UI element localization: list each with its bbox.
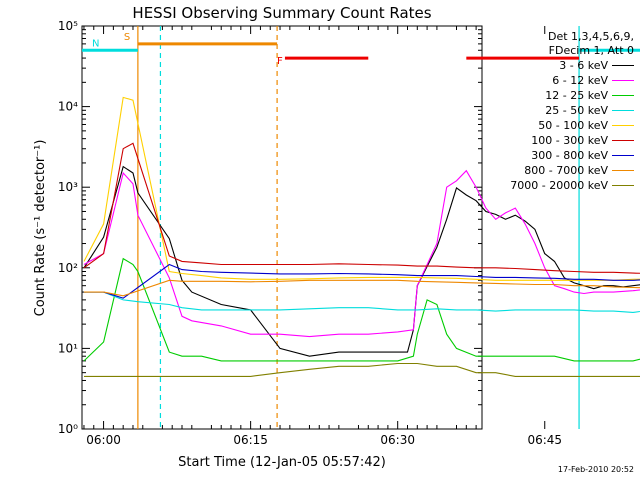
legend-label: 50 - 100 keV [538, 119, 608, 132]
series-line [83, 96, 640, 281]
y-tick-label: 10³ [58, 180, 78, 194]
legend-swatch [612, 155, 634, 156]
legend-entry: 25 - 50 keV [488, 103, 634, 118]
legend-swatch [612, 125, 634, 126]
y-tick-label: 10⁰ [58, 422, 78, 436]
flag-label: F [277, 56, 283, 67]
legend-swatch [612, 80, 634, 81]
series-line [84, 279, 640, 297]
legend-entry: 12 - 25 keV [488, 88, 634, 103]
y-tick-label: 10⁴ [58, 100, 78, 114]
legend-entry: 800 - 7000 keV [488, 163, 634, 178]
flag-label: N [92, 38, 99, 49]
legend-entry: 6 - 12 keV [488, 73, 634, 88]
series-line [83, 165, 640, 357]
series [83, 96, 640, 377]
legend-entries: 3 - 6 keV 6 - 12 keV 12 - 25 keV 25 - 50 ke… [488, 58, 634, 193]
legend-label: 100 - 300 keV [531, 134, 608, 147]
series-line [83, 142, 640, 274]
chart-title: HESSI Observing Summary Count Rates [132, 4, 431, 22]
legend: Det 1,3,4,5,6,9, FDecim 1, Att 0 3 - 6 k… [488, 30, 634, 193]
legend-label: 300 - 800 keV [531, 149, 608, 162]
legend-entry: 7000 - 20000 keV [488, 178, 634, 193]
legend-header-line-2: FDecim 1, Att 0 [548, 44, 634, 57]
legend-swatch [612, 95, 634, 96]
flag-label: S [124, 32, 130, 43]
legend-header-line-1: Det 1,3,4,5,6,9, [547, 30, 634, 43]
legend-label: 3 - 6 keV [559, 59, 608, 72]
timestamp: 17-Feb-2010 20:52 [557, 465, 634, 474]
legend-label: 25 - 50 keV [545, 104, 608, 117]
x-tick-label: 06:00 [86, 433, 121, 447]
legend-entry: 50 - 100 keV [488, 118, 634, 133]
x-tick-label: 06:30 [380, 433, 415, 447]
legend-label: 12 - 25 keV [545, 89, 608, 102]
series-line [84, 263, 640, 299]
y-axis-label: Count Rate (s⁻¹ detector⁻¹) [33, 140, 48, 317]
x-axis-label: Start Time (12-Jan-05 05:57:42) [178, 455, 386, 470]
legend-entry: 100 - 300 keV [488, 133, 634, 148]
series-line [83, 257, 640, 362]
legend-label: 6 - 12 keV [552, 74, 608, 87]
legend-label: 7000 - 20000 keV [510, 179, 608, 192]
legend-entry: 300 - 800 keV [488, 148, 634, 163]
flags: S N F [82, 32, 640, 67]
series-line [84, 291, 640, 313]
legend-label: 800 - 7000 keV [524, 164, 608, 177]
x-tick-label: 06:15 [233, 433, 268, 447]
legend-swatch [612, 170, 634, 171]
y-tick-label: 10¹ [58, 341, 78, 355]
legend-swatch [612, 65, 634, 66]
legend-swatch [612, 140, 634, 141]
legend-swatch [612, 110, 634, 111]
legend-entry: 3 - 6 keV [488, 58, 634, 73]
y-tick-label: 10⁵ [58, 19, 78, 33]
series-line [83, 169, 640, 338]
legend-swatch [612, 185, 634, 186]
plot-area [81, 25, 483, 430]
x-tick-label: 06:45 [527, 433, 562, 447]
series-line [84, 362, 640, 377]
y-tick-label: 10² [58, 261, 78, 275]
